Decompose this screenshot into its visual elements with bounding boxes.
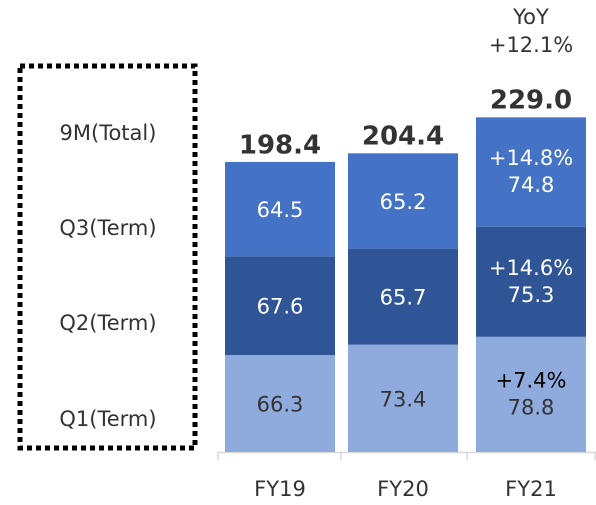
bar-segment	[348, 248, 458, 345]
total-label: 198.4	[239, 130, 321, 160]
bar-segment	[225, 355, 335, 452]
bar-segment	[476, 226, 586, 337]
x-tick-label: FY21	[505, 477, 557, 501]
legend-label: Q3(Term)	[59, 216, 156, 240]
bar-segment	[476, 117, 586, 227]
bar-segment	[476, 336, 586, 452]
value-label: 66.3	[257, 393, 304, 417]
value-label: 67.6	[257, 295, 304, 319]
legend-box	[17, 63, 198, 451]
total-label: 229.0	[490, 86, 572, 116]
legend-label: Q2(Term)	[59, 311, 156, 335]
value-label: 64.5	[257, 198, 304, 222]
value-label: 74.8	[508, 173, 555, 197]
value-label: 65.2	[380, 190, 427, 214]
total-label: 204.4	[362, 122, 444, 152]
legend-label: Q1(Term)	[59, 407, 156, 431]
bar-segment	[225, 256, 335, 356]
segment-change: +14.8%	[489, 146, 573, 170]
segment-change: +7.4%	[496, 368, 567, 392]
value-label: 78.8	[508, 395, 555, 419]
value-label: 75.3	[508, 283, 555, 307]
x-tick-label: FY19	[254, 477, 306, 501]
value-label: 65.7	[380, 286, 427, 310]
total-change: +12.1%	[489, 33, 573, 57]
bar-segment	[348, 153, 458, 249]
bar-segment	[348, 344, 458, 452]
value-label: 73.4	[380, 387, 427, 411]
bar-segment	[225, 161, 335, 257]
legend-label: 9M(Total)	[60, 121, 157, 145]
yoy-title: YoY	[512, 5, 549, 29]
segment-change: +14.6%	[489, 256, 573, 280]
x-tick-label: FY20	[377, 477, 429, 501]
